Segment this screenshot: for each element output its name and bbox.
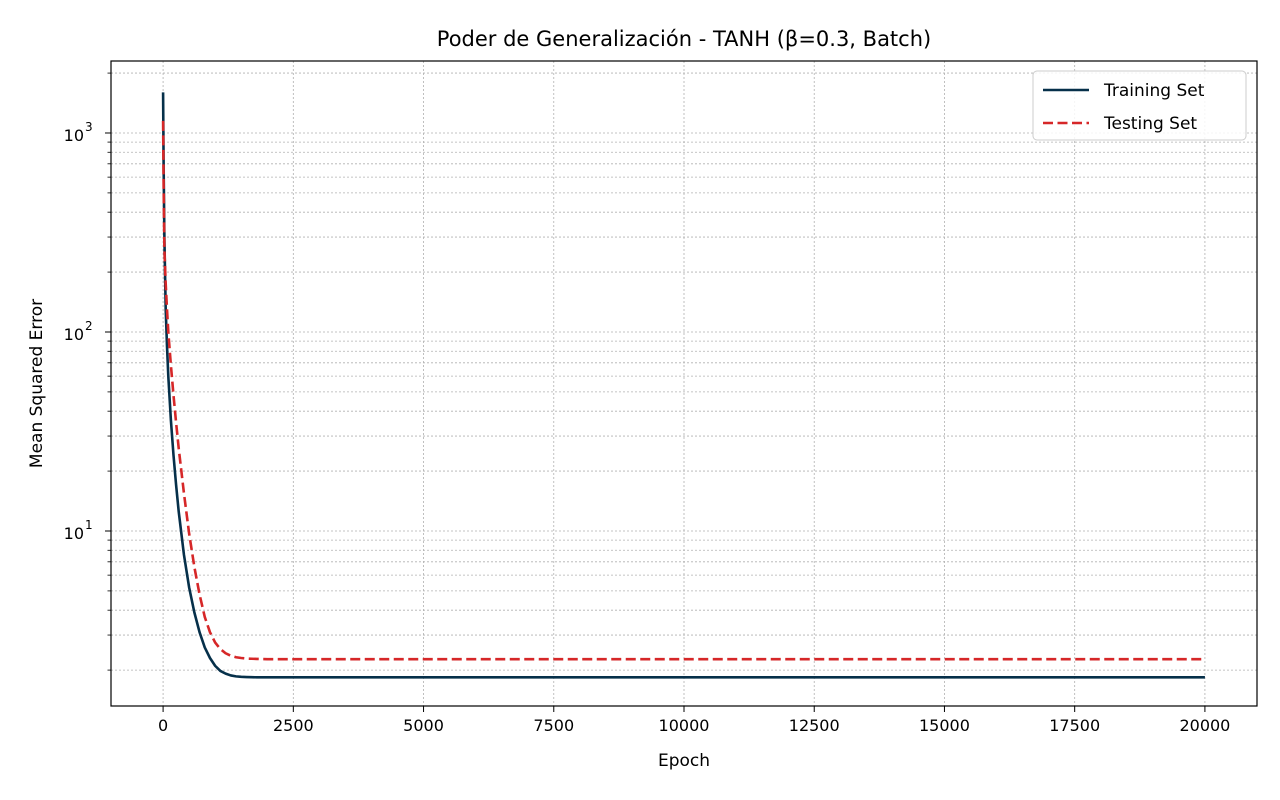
legend-label: Training Set [1103,81,1205,101]
x-tick-label: 5000 [403,716,444,735]
series-line-testing-set [161,120,1205,661]
y-tick-exponent: 2 [85,319,93,333]
x-tick-label: 10000 [659,716,710,735]
y-tick-label: 10 [64,325,84,344]
y-tick-label: 10 [64,524,84,543]
series-layer [161,92,1205,679]
y-tick-label: 10 [64,126,84,145]
legend-box [1032,70,1247,141]
x-tick-label: 15000 [919,716,970,735]
y-tick-exponent: 1 [85,518,93,532]
y-tick-exponent: 3 [85,120,93,134]
y-axis-label: Mean Squared Error [27,299,47,468]
x-tick-label: 0 [158,716,168,735]
x-tick-label: 17500 [1049,716,1100,735]
x-tick-label: 12500 [789,716,840,735]
x-tick-label: 2500 [273,716,314,735]
x-axis: 0 2500 5000 7500 10000 12500 15000 17500 20000 [158,706,1230,735]
x-axis-label: Epoch [658,751,710,771]
legend: Training Set Testing Set [1032,70,1247,141]
x-tick-label: 7500 [533,716,574,735]
x-tick-label: 20000 [1179,716,1230,735]
series-line-training-set [161,92,1205,679]
chart-title: Poder de Generalización - TANH (β=0.3, B… [437,27,931,51]
legend-label: Testing Set [1103,114,1197,134]
grid-lines [111,61,1257,706]
